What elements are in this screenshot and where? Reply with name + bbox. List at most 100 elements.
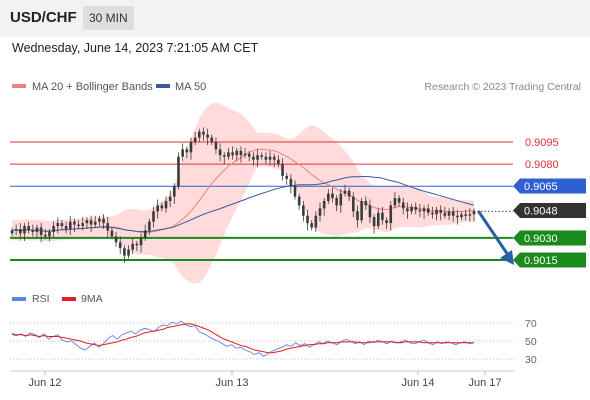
candle	[289, 174, 293, 194]
candle	[98, 215, 101, 227]
candle	[247, 150, 251, 162]
ma50-legend-swatch	[156, 84, 170, 88]
candle	[89, 215, 93, 232]
candle	[414, 202, 418, 215]
candle	[35, 224, 39, 238]
candle	[456, 209, 459, 225]
candle	[468, 208, 472, 222]
candle	[268, 150, 272, 166]
rsi-tick-30: 30	[525, 354, 537, 366]
current-price-label: 0.9048	[524, 206, 558, 218]
top-bar: USD/CHF 30 MIN	[0, 0, 590, 37]
candle	[206, 128, 209, 145]
rsi-legend-swatch	[12, 297, 26, 301]
chart-datetime: Wednesday, June 14, 2023 7:21:05 AM CET	[12, 41, 259, 55]
candle	[381, 206, 384, 225]
candle	[218, 143, 222, 162]
candle	[347, 187, 351, 201]
rsi-gridlines	[10, 322, 515, 360]
candle	[56, 217, 60, 234]
level-label-0.9065: 0.9065	[524, 181, 558, 193]
support-2-price-tag	[513, 252, 586, 268]
candle	[160, 202, 164, 212]
candle	[443, 206, 447, 219]
candle	[460, 211, 463, 221]
candle	[302, 201, 305, 222]
candle	[202, 127, 205, 141]
candle	[93, 215, 97, 228]
ma50-legend-label: MA 50	[175, 81, 206, 93]
candle	[310, 220, 313, 231]
candle	[364, 196, 368, 210]
candle	[198, 128, 201, 142]
level-label-0.9095: 0.9095	[525, 137, 559, 149]
candle	[10, 227, 14, 237]
moving-averages	[11, 148, 475, 234]
candle	[314, 211, 318, 232]
candle	[185, 146, 189, 159]
candle	[339, 189, 343, 213]
candle	[64, 221, 68, 234]
bollinger-band-area	[12, 102, 474, 284]
candle	[189, 137, 193, 160]
rsi-tick-50: 50	[525, 336, 537, 348]
candle	[356, 205, 359, 228]
candle	[168, 190, 172, 207]
support-1-price-tag	[513, 230, 586, 246]
candle	[401, 198, 405, 215]
ma20-legend-swatch	[12, 84, 26, 88]
x-label-jun17: Jun 17	[468, 377, 501, 389]
rsi-legend-label: RSI	[32, 293, 50, 305]
candle	[73, 218, 76, 232]
candle	[39, 223, 43, 243]
price-levels	[10, 141, 513, 261]
candle	[118, 236, 122, 255]
candle	[148, 218, 151, 235]
level-label-0.9015: 0.9015	[524, 255, 558, 267]
candle	[447, 208, 451, 221]
candle	[397, 195, 401, 207]
x-label-jun13: Jun 13	[215, 377, 248, 389]
candles	[10, 127, 476, 263]
candle	[285, 172, 288, 185]
candle	[297, 193, 301, 210]
candle	[435, 206, 438, 221]
candle	[110, 227, 114, 240]
candle	[426, 203, 430, 216]
candle	[27, 221, 30, 234]
candle	[60, 220, 64, 230]
9ma-legend-swatch	[62, 297, 76, 301]
candle	[410, 203, 413, 215]
candle	[368, 199, 372, 224]
candle	[181, 143, 184, 162]
candle	[431, 206, 434, 219]
candle	[352, 192, 355, 218]
candle	[272, 153, 276, 168]
candle	[322, 198, 326, 216]
ma50-line	[11, 176, 475, 233]
forecast-arrow-shaft	[477, 210, 510, 257]
candle	[210, 134, 214, 145]
candle	[252, 152, 255, 166]
candle	[306, 209, 309, 231]
candle	[464, 209, 467, 221]
9ma-series-line	[11, 323, 474, 354]
candle	[335, 195, 338, 212]
candle	[389, 201, 393, 231]
candle	[156, 199, 159, 219]
candle	[472, 208, 476, 222]
candle	[422, 205, 426, 219]
ma20-legend-label: MA 20 + Bollinger Bands	[32, 81, 153, 93]
candle	[418, 203, 422, 218]
candle	[360, 198, 363, 224]
interval-button[interactable]: 30 MIN	[83, 6, 134, 30]
symbol-title: USD/CHF	[10, 9, 77, 26]
candle	[281, 158, 284, 181]
candle	[235, 147, 239, 162]
candle	[68, 215, 72, 235]
candle	[77, 220, 80, 230]
candle	[331, 187, 334, 203]
candle	[385, 217, 388, 230]
candle	[19, 223, 22, 240]
